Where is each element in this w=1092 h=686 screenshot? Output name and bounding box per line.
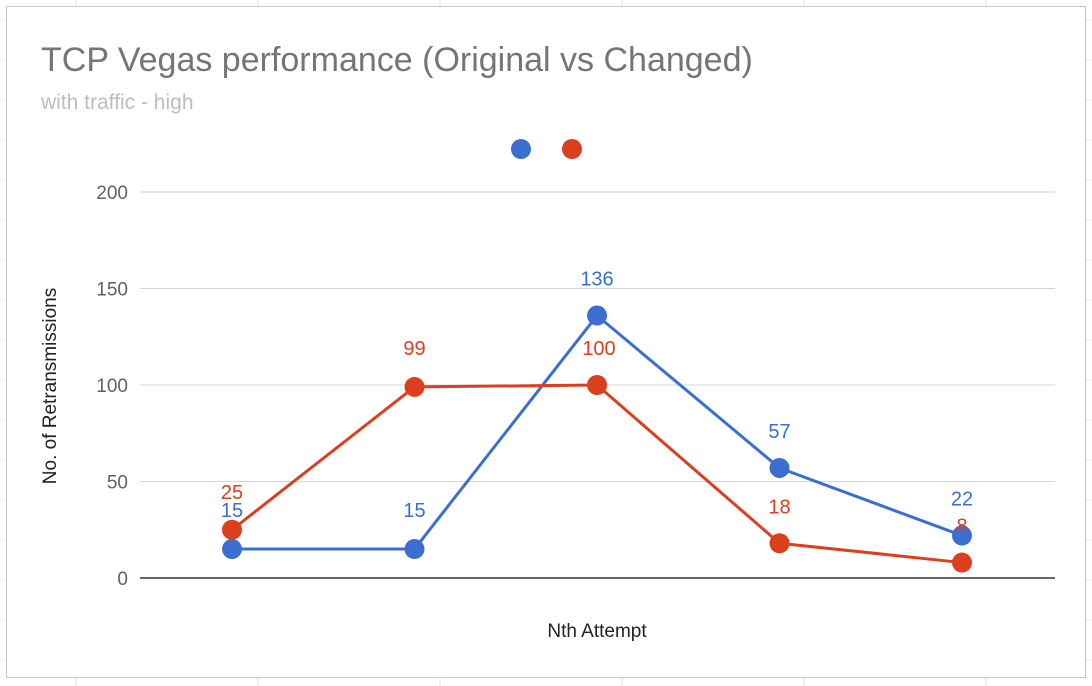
series-2-point[interactable] <box>587 375 607 395</box>
y-tick-label: 0 <box>117 569 128 590</box>
series-2-point[interactable] <box>222 519 242 540</box>
y-axis-title: No. of Retransmissions <box>40 288 61 484</box>
x-axis-title: Nth Attempt <box>547 621 647 642</box>
chart-card[interactable]: TCP Vegas performance (Original vs Chang… <box>6 6 1086 678</box>
legend-marker[interactable] <box>562 139 582 159</box>
series-1-data-label: 22 <box>951 489 973 511</box>
chart-legend <box>511 139 582 159</box>
series-2-data-label: 8 <box>956 516 967 538</box>
series-1-data-label: 57 <box>768 421 790 443</box>
y-tick-label: 150 <box>96 280 128 301</box>
series-1-data-label: 15 <box>221 500 243 522</box>
series-2-line[interactable] <box>231 383 963 565</box>
series-1-data-label: 136 <box>580 269 613 291</box>
legend-marker[interactable] <box>511 139 531 159</box>
series-1-point[interactable] <box>222 539 242 560</box>
series-1-point[interactable] <box>952 525 972 546</box>
chart-subtitle: with traffic - high <box>41 91 194 114</box>
series-1-point[interactable] <box>404 539 425 560</box>
chart-title: TCP Vegas performance (Original vs Chang… <box>41 41 753 79</box>
series-2-point[interactable] <box>404 376 425 397</box>
y-tick-label: 50 <box>107 473 128 494</box>
series-1-point[interactable] <box>587 305 607 326</box>
series-2-data-label: 99 <box>403 338 425 360</box>
series-2-data-label: 100 <box>582 338 615 360</box>
series-2-point[interactable] <box>952 552 972 573</box>
y-axis-ticks: 0 50 100 150 200 <box>96 183 128 590</box>
series-1-point[interactable] <box>769 457 790 478</box>
series-2-data-label: 18 <box>768 496 790 518</box>
y-tick-label: 100 <box>96 376 128 397</box>
series-1-data-label: 15 <box>403 500 425 522</box>
series-2-point[interactable] <box>769 533 790 554</box>
y-tick-label: 200 <box>96 183 128 204</box>
series-2-data-label: 25 <box>221 482 243 504</box>
series-group: 15 15 136 57 22 25 99 100 18 8 <box>221 269 973 573</box>
